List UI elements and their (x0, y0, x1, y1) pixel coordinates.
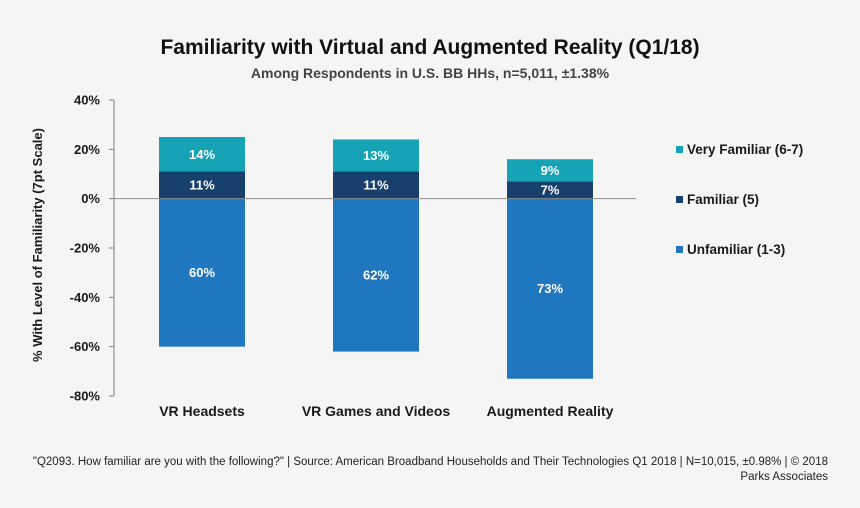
x-axis-categories: VR Headsets VR Games and Videos Augmented … (159, 403, 613, 419)
bar-very-familiar (333, 139, 419, 172)
legend-swatch (676, 146, 683, 153)
x-category-label: Augmented Reality (487, 403, 614, 419)
y-tick-label: -20% (70, 241, 101, 256)
y-tick-label: -40% (70, 290, 101, 305)
x-category-label: VR Games and Videos (302, 403, 451, 419)
data-label-unfamiliar: 60% (189, 265, 215, 280)
y-tick-label: -60% (70, 339, 101, 354)
bar-familiar (333, 171, 419, 199)
chart-subtitle: Among Respondents in U.S. BB HHs, n=5,01… (250, 65, 610, 81)
bar-very-familiar (159, 137, 245, 172)
bar-unfamiliar (333, 198, 419, 352)
bar-very-familiar (507, 159, 593, 182)
y-axis-label: % With Level of Familiarity (7pt Scale) (30, 128, 45, 362)
x-category-label: VR Headsets (159, 403, 245, 419)
bar-familiar (159, 171, 245, 199)
y-tick-label: -80% (70, 389, 101, 404)
legend-swatch (676, 246, 683, 253)
data-label-unfamiliar: 62% (363, 268, 389, 283)
y-tick-label: 0% (81, 191, 100, 206)
legend-label: Familiar (5) (687, 192, 759, 207)
data-label-very-familiar: 9% (541, 163, 560, 178)
bar-group: 60% 11% 14% 62% 11% 13% 73% 7% 9% (159, 137, 593, 379)
y-tick-label: 20% (74, 142, 100, 157)
data-label-very-familiar: 13% (363, 148, 389, 163)
data-label-very-familiar: 14% (189, 147, 215, 162)
y-tick-label: 40% (74, 93, 100, 108)
data-label-familiar: 7% (541, 183, 560, 198)
bar-familiar (507, 181, 593, 199)
data-label-familiar: 11% (189, 178, 215, 193)
legend-label: Unfamiliar (1-3) (687, 242, 785, 257)
legend: Very Familiar (6-7) Familiar (5) Unfamilia… (676, 142, 803, 257)
legend-swatch (676, 196, 683, 203)
bar-unfamiliar (159, 198, 245, 347)
chart-title: Familiarity with Virtual and Augmented R… (160, 36, 700, 59)
source-footnote: "Q2093. How familiar are you with the fo… (32, 456, 828, 483)
data-label-unfamiliar: 73% (537, 281, 563, 296)
legend-label: Very Familiar (6-7) (687, 142, 803, 157)
data-label-familiar: 11% (363, 178, 389, 193)
y-axis-ticks: 40% 20% 0% -20% -40% -60% -80% (70, 93, 114, 404)
bar-unfamiliar (507, 198, 593, 379)
